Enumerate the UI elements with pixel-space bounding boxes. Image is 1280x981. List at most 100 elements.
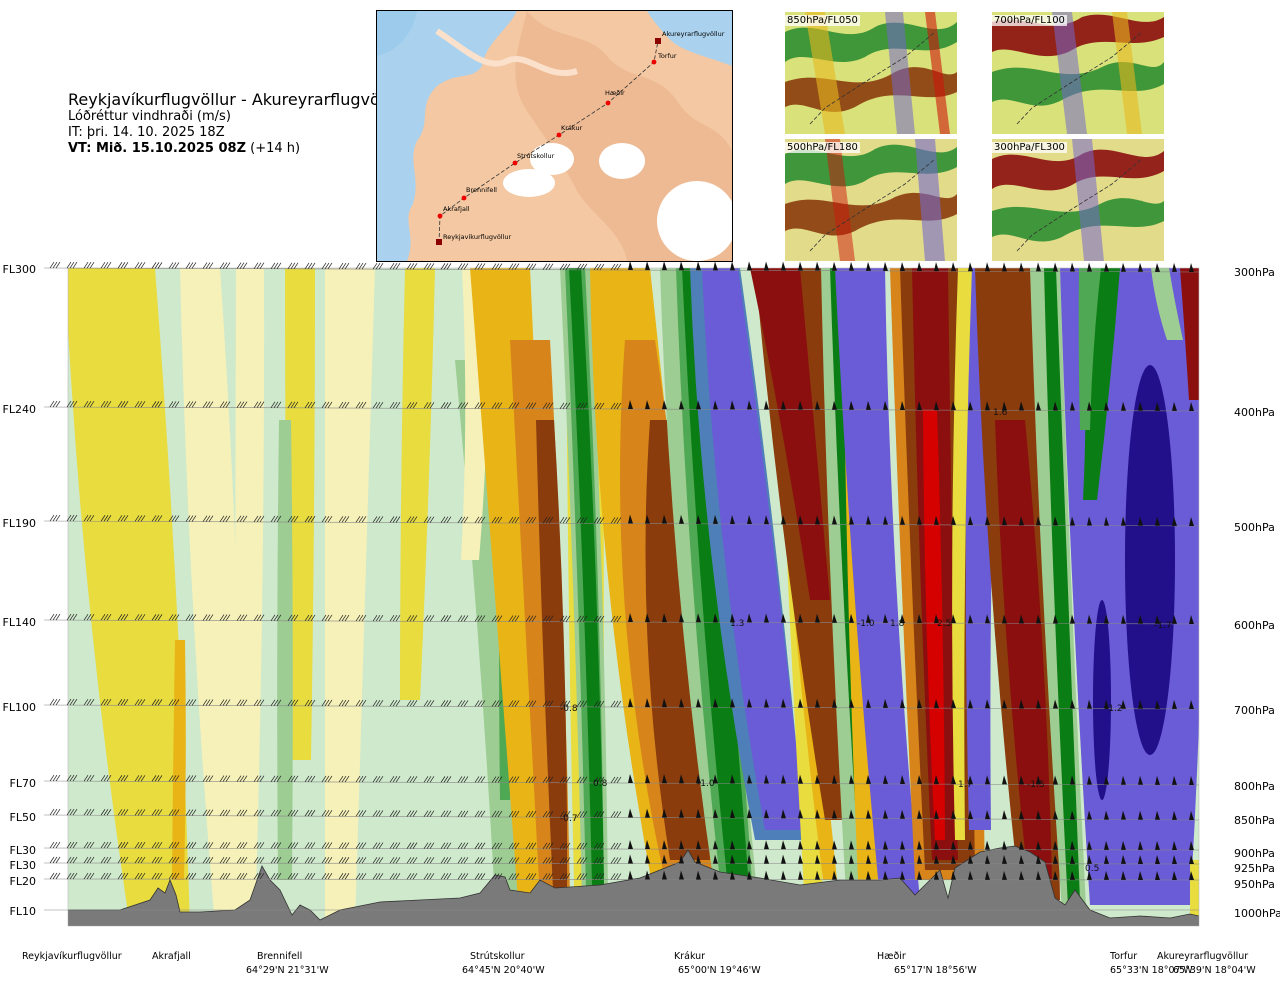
thumbnail-300hpa[interactable]: 300hPa/FL300 (992, 139, 1164, 261)
wind-barb (83, 872, 95, 880)
annotation-12: -0.7 (560, 814, 578, 824)
fl-label-10: FL10 (9, 905, 36, 918)
wind-barb (934, 840, 939, 850)
hpa-label-8: 925hPa (1234, 862, 1275, 875)
thumbnail-700hpa[interactable]: 700hPa/FL100 (992, 12, 1164, 134)
wind-barb (1172, 840, 1177, 850)
wind-barb (900, 854, 905, 864)
wind-barb (406, 857, 418, 864)
wind-barb (423, 263, 435, 270)
wind-barb (883, 774, 888, 784)
wind-barb (253, 614, 265, 621)
wind-barb (66, 774, 78, 782)
wind-barb (866, 613, 871, 623)
band-darkred-w (1180, 268, 1199, 400)
wind-barb (525, 263, 537, 270)
wind-barb (151, 856, 163, 864)
wind-barb (185, 699, 197, 706)
wind-barb (866, 698, 871, 708)
wind-barb (576, 402, 588, 410)
wind-barb (168, 842, 180, 849)
wind-barb (645, 400, 650, 410)
band-red-p (923, 410, 945, 840)
wind-barb (372, 775, 384, 783)
wind-barb (372, 857, 384, 864)
wind-barb (951, 699, 956, 709)
wind-barb (1019, 516, 1024, 526)
wind-barb (253, 262, 265, 269)
wind-barb (457, 776, 469, 783)
wind-barb (338, 810, 350, 817)
wind-barb (185, 809, 197, 816)
wind-barb (662, 514, 667, 524)
annotation-6: -0.8 (560, 704, 578, 714)
wind-barb (287, 515, 299, 523)
wind-barb (1053, 840, 1058, 850)
wind-barb (253, 775, 265, 782)
terrain-profile (68, 845, 1199, 926)
wind-barb (83, 400, 95, 408)
wind-barb (662, 774, 667, 784)
wind-barb (559, 857, 571, 864)
thumbnail-500hpa[interactable]: 500hPa/FL180 (785, 139, 957, 261)
wind-barb (781, 774, 786, 784)
wind-barb (270, 873, 282, 880)
station-reykjavik: Reykjavíkurflugvöllur (22, 951, 122, 962)
wind-barb (985, 262, 990, 272)
fl-label-6: FL50 (9, 811, 36, 824)
wind-barb (1121, 775, 1126, 785)
wind-barb (117, 872, 129, 880)
wind-barb (423, 776, 435, 783)
wind-barb (985, 870, 990, 880)
wind-barb (1087, 870, 1092, 880)
wind-barb (610, 857, 622, 864)
wind-barb (696, 261, 701, 271)
annotation-3: 1.8 (890, 619, 905, 629)
wind-barb (287, 809, 299, 817)
hpa-label-6: 850hPa (1234, 814, 1275, 827)
wind-barb (798, 613, 803, 623)
wind-barb (236, 401, 248, 408)
wind-barb (1155, 262, 1160, 272)
wind-barb (934, 515, 939, 525)
wind-barb (832, 854, 837, 864)
wind-barb (628, 854, 633, 864)
wind-barb (849, 400, 854, 410)
wind-barb (968, 262, 973, 272)
wind-barb (49, 808, 61, 816)
wind-barb (457, 857, 469, 864)
wind-barb (168, 775, 180, 782)
wind-barb (202, 401, 214, 408)
wind-barb (406, 842, 418, 849)
band-darkred-r (995, 420, 1052, 880)
wind-barb (83, 261, 95, 269)
annotation-13: 0.5 (1085, 864, 1099, 874)
wind-barb (900, 613, 905, 623)
thumbnail-850hpa[interactable]: 850hPa/FL050 (785, 12, 957, 134)
wind-barb (117, 401, 129, 408)
wind-barb (815, 809, 820, 819)
wind-barb (287, 775, 299, 783)
wind-barb (151, 809, 163, 816)
wind-barb (730, 261, 735, 271)
annotation-10: 1.7 (958, 780, 972, 790)
wind-barb (542, 857, 554, 864)
wind-barb (883, 840, 888, 850)
wind-barb (83, 856, 95, 864)
wind-barb (559, 873, 571, 880)
wind-barb (934, 699, 939, 709)
wind-barb (1121, 840, 1126, 850)
wind-barb (1036, 262, 1041, 272)
wind-barb (236, 872, 248, 880)
wind-barb (168, 262, 180, 269)
wind-barb (287, 699, 299, 707)
wind-barb (151, 699, 163, 706)
thumbnail-500hpa-image (785, 139, 957, 261)
wind-barb (798, 774, 803, 784)
wind-barb (781, 840, 786, 850)
wind-barb (1036, 699, 1041, 709)
wind-barb (525, 615, 537, 622)
wind-barb (100, 515, 112, 522)
wind-barb (1002, 870, 1007, 880)
wind-barb (270, 262, 282, 269)
